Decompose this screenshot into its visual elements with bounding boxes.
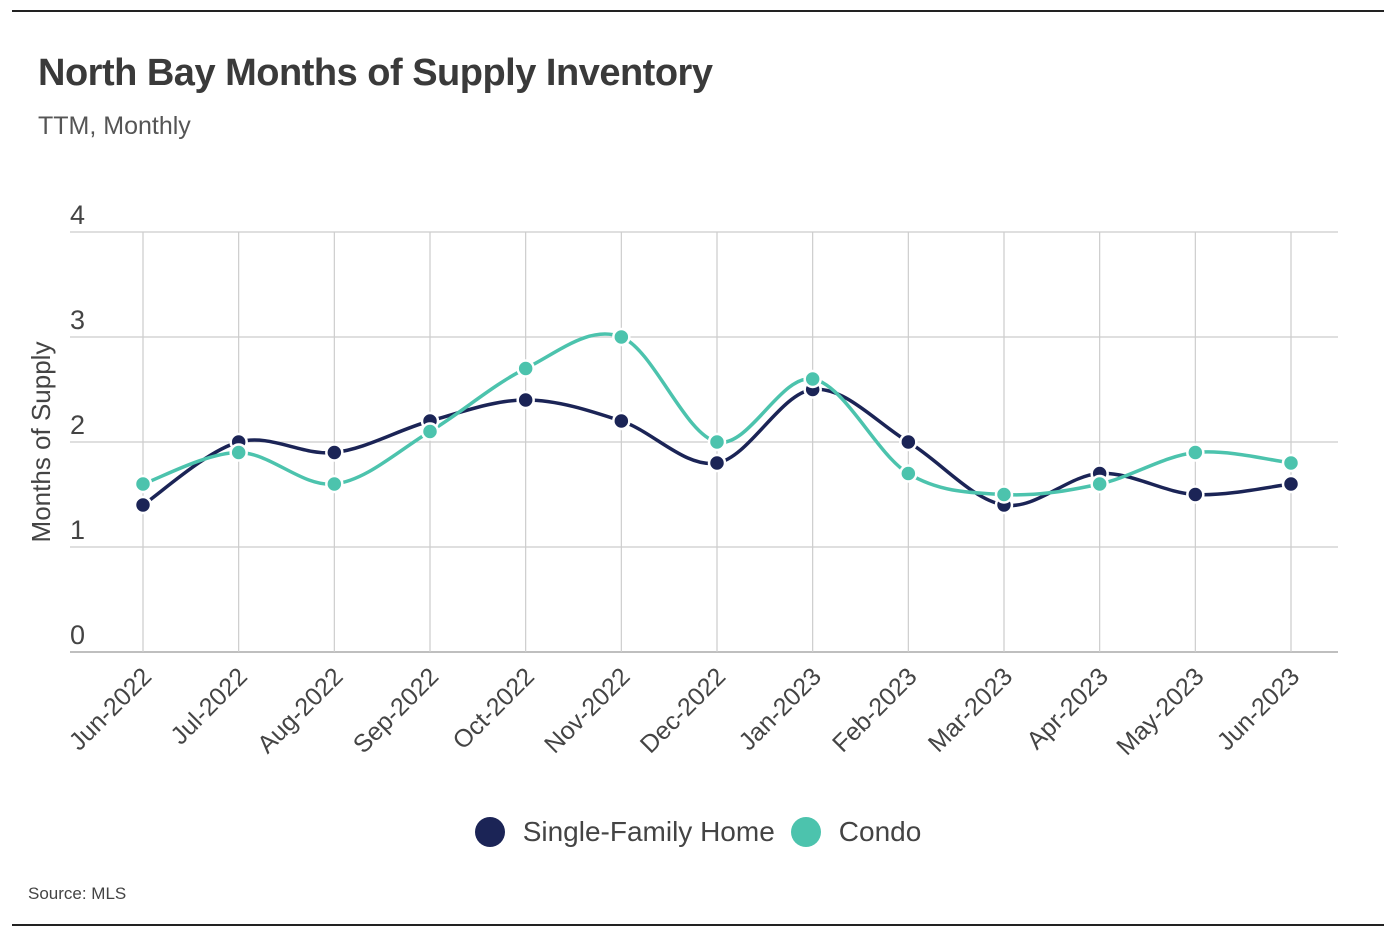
data-point-condo[interactable] bbox=[612, 327, 631, 347]
data-point-condo[interactable] bbox=[516, 359, 535, 378]
chart-subtitle: TTM, Monthly bbox=[38, 112, 191, 140]
x-tick-label: Feb-2023 bbox=[827, 662, 922, 757]
source-note: Source: MLS bbox=[28, 884, 127, 903]
x-tick-label: Jun-2022 bbox=[64, 662, 158, 756]
x-tick-label: Apr-2023 bbox=[1021, 662, 1114, 755]
x-tick-label: Jun-2023 bbox=[1212, 662, 1306, 756]
bottom-rule bbox=[12, 924, 1384, 926]
data-point-single-family-home[interactable] bbox=[1186, 485, 1205, 504]
x-tick-label: Dec-2022 bbox=[635, 662, 731, 758]
data-point-condo[interactable] bbox=[229, 443, 248, 462]
legend-marker-condo bbox=[790, 817, 821, 847]
series bbox=[133, 327, 1301, 515]
data-point-single-family-home[interactable] bbox=[899, 432, 918, 452]
grid bbox=[70, 231, 1338, 653]
y-axis-title: Months of Supply bbox=[26, 342, 56, 543]
y-tick-label: 4 bbox=[70, 200, 85, 230]
data-point-condo[interactable] bbox=[1186, 443, 1205, 462]
y-tick-label: 0 bbox=[70, 620, 85, 650]
data-point-single-family-home[interactable] bbox=[1281, 474, 1301, 494]
data-point-single-family-home[interactable] bbox=[516, 390, 535, 410]
data-point-single-family-home[interactable] bbox=[612, 411, 631, 431]
data-point-condo[interactable] bbox=[707, 432, 727, 452]
data-point-condo[interactable] bbox=[899, 464, 918, 483]
y-axis-ticks: 0 1 2 3 4 bbox=[70, 200, 85, 650]
data-point-condo[interactable] bbox=[420, 422, 440, 441]
legend-label-condo: Condo bbox=[838, 816, 922, 847]
x-tick-label: Mar-2023 bbox=[923, 662, 1018, 757]
data-point-condo[interactable] bbox=[803, 369, 822, 389]
data-point-condo[interactable] bbox=[133, 474, 153, 494]
x-tick-label: May-2023 bbox=[1111, 662, 1209, 760]
data-point-single-family-home[interactable] bbox=[707, 453, 727, 473]
x-tick-label: Jul-2022 bbox=[165, 662, 253, 750]
x-tick-label: Sep-2022 bbox=[348, 662, 444, 758]
y-tick-label: 3 bbox=[70, 305, 85, 335]
x-tick-label: Nov-2022 bbox=[539, 662, 635, 758]
data-point-single-family-home[interactable] bbox=[325, 443, 344, 462]
legend: Single-Family Home Condo bbox=[0, 816, 1396, 848]
data-point-condo[interactable] bbox=[325, 474, 344, 494]
x-tick-label: Jan-2023 bbox=[733, 662, 827, 756]
data-point-single-family-home[interactable] bbox=[133, 495, 153, 515]
legend-marker-single-family bbox=[474, 817, 505, 847]
data-point-condo[interactable] bbox=[1090, 474, 1109, 494]
y-tick-label: 1 bbox=[70, 515, 85, 545]
data-point-condo[interactable] bbox=[1281, 453, 1301, 473]
legend-item-single-family[interactable]: Single-Family Home bbox=[474, 816, 775, 848]
data-point-condo[interactable] bbox=[994, 485, 1014, 504]
top-rule bbox=[12, 10, 1384, 12]
x-tick-label: Aug-2022 bbox=[252, 662, 348, 758]
chart-title: North Bay Months of Supply Inventory bbox=[38, 52, 713, 94]
x-axis-ticks: Jun-2022 Jul-2022 Aug-2022 Sep-2022 Oct-2022… bbox=[64, 662, 1306, 760]
y-tick-label: 2 bbox=[70, 410, 85, 440]
x-tick-label: Oct-2022 bbox=[447, 662, 540, 755]
legend-item-condo[interactable]: Condo bbox=[790, 816, 922, 848]
legend-label-single-family: Single-Family Home bbox=[522, 816, 775, 847]
